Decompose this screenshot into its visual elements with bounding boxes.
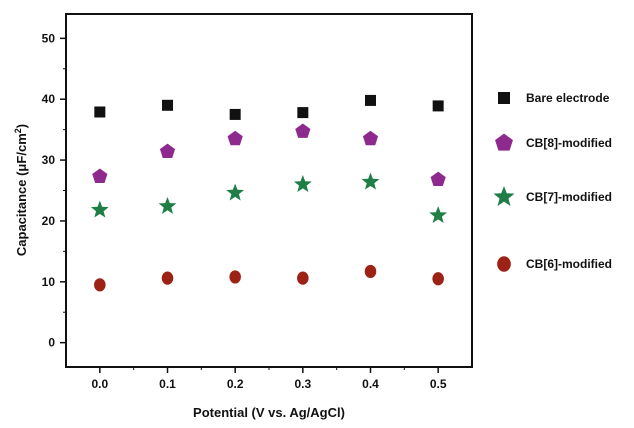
legend-marker-square	[498, 92, 510, 104]
axis-tick-labels: 0 10 20 30 40 50 0.0 0.1 0.2 0.3 0.4 0.5	[42, 31, 447, 391]
x-tick-label: 0.4	[362, 377, 379, 391]
x-tick-label: 0.1	[159, 377, 176, 391]
data-point-square	[94, 106, 106, 118]
data-point-circle	[94, 278, 106, 292]
data-point-pentagon	[295, 123, 311, 138]
data-point-pentagon	[159, 143, 176, 158]
x-tick-label: 0.5	[430, 377, 447, 391]
data-point-circle	[364, 264, 377, 279]
x-tick-label: 0.2	[227, 377, 244, 391]
x-tick-label: 0.3	[294, 377, 311, 391]
data-point-square	[365, 94, 376, 106]
data-point-pentagon	[92, 168, 108, 183]
data-point-pentagon	[227, 130, 243, 146]
data-point-star	[293, 175, 312, 192]
data-point-square	[432, 100, 444, 112]
legend-marker-star	[493, 185, 515, 206]
legend-label: CB[6]-modified	[526, 257, 612, 271]
data-point-star	[158, 196, 177, 214]
data-point-pentagon	[430, 171, 446, 186]
data-point-square	[162, 99, 173, 111]
y-tick-label: 40	[42, 92, 56, 106]
data-points	[90, 94, 448, 292]
y-tick-label: 10	[42, 275, 56, 289]
legend-marker-pentagon	[495, 133, 513, 151]
legend-label: CB[8]-modified	[526, 136, 612, 150]
legend-label: CB[7]-modified	[526, 190, 612, 204]
y-tick-label: 20	[42, 214, 56, 228]
axis-ticks	[60, 37, 439, 373]
y-axis-title: Capacitance (μF/cm2)	[13, 124, 29, 256]
legend-marker-circle	[497, 256, 511, 272]
data-point-square	[297, 107, 309, 119]
y-tick-label: 50	[42, 31, 56, 45]
data-point-star	[361, 172, 380, 190]
data-point-star	[429, 206, 448, 224]
data-point-star	[90, 200, 109, 218]
legend: Bare electrode CB[8]-modified CB[7]-modifi…	[493, 91, 612, 272]
plot-frame	[65, 13, 473, 368]
data-point-star	[226, 183, 245, 201]
data-point-circle	[161, 271, 174, 285]
data-point-circle	[229, 270, 241, 284]
data-point-square	[229, 108, 241, 120]
x-tick-label: 0.0	[91, 377, 108, 391]
legend-label: Bare electrode	[526, 91, 610, 105]
data-point-pentagon	[362, 130, 379, 146]
y-tick-label: 0	[48, 336, 55, 350]
data-point-circle	[297, 271, 309, 285]
data-point-circle	[432, 272, 444, 286]
x-axis-title: Potential (V vs. Ag/AgCl)	[193, 405, 345, 420]
y-tick-label: 30	[42, 153, 56, 167]
